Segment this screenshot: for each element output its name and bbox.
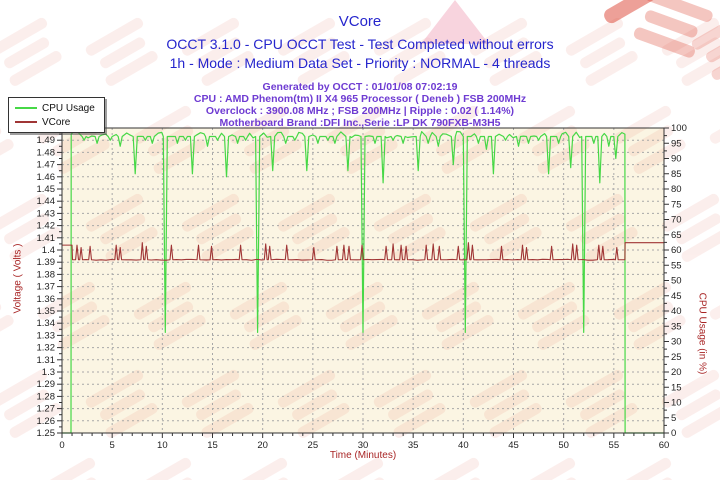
y-left-tick-label: 1.38 [37, 269, 56, 280]
y-right-tick-label: 95 [671, 138, 682, 149]
plot-background [62, 128, 664, 433]
y-left-tick-label: 1.42 [37, 221, 56, 232]
y-right-tick-label: 35 [671, 321, 682, 332]
legend-label-cpu-usage: CPU Usage [42, 102, 95, 114]
cpu-usage-line-swatch [15, 107, 37, 109]
y-left-tick-label: 1.37 [37, 282, 56, 293]
y-right-tick-label: 75 [671, 199, 682, 210]
y-right-tick-label: 45 [671, 291, 682, 302]
y-right-tick-label: 25 [671, 352, 682, 363]
y-right-tick-label: 90 [671, 154, 682, 165]
info-overclock: Overclock : 3900.08 MHz ; FSB 200MHz | R… [205, 105, 515, 117]
y-left-tick-label: 1.33 [37, 330, 56, 341]
y-left-tick-label: 1.44 [37, 196, 56, 207]
chart-subtitle2: 1h - Mode : Medium Data Set - Priority :… [169, 55, 551, 71]
y-right-tick-label: 40 [671, 306, 682, 317]
vcore-line-swatch [15, 121, 37, 123]
y-right-tick-label: 30 [671, 337, 682, 348]
legend-label-vcore: VCore [42, 116, 71, 128]
y-left-tick-label: 1.36 [37, 294, 56, 305]
y-left-tick-label: 1.49 [37, 135, 56, 146]
y-left-tick-label: 1.26 [37, 416, 56, 427]
y-right-tick-label: 55 [671, 260, 682, 271]
y-left-tick-label: 1.29 [37, 379, 56, 390]
y-left-tick-label: 1.48 [37, 147, 56, 158]
info-motherboard: Motherboard Brand :DFI Inc.,Serie :LP DK… [219, 117, 501, 129]
y-axis-left-title: Voltage ( Volts ) [12, 243, 24, 314]
y-right-tick-label: 65 [671, 230, 682, 241]
y-left-tick-label: 1.27 [37, 404, 56, 415]
y-right-tick-label: 85 [671, 169, 682, 180]
y-left-tick-label: 1.32 [37, 343, 56, 354]
y-left-tick-label: 1.34 [37, 318, 56, 329]
y-left-tick-label: 1.31 [37, 355, 56, 366]
legend-item-vcore: VCore [15, 115, 95, 129]
y-right-tick-label: 20 [671, 367, 682, 378]
y-left-tick-label: 1.35 [37, 306, 56, 317]
y-right-tick-label: 80 [671, 184, 682, 195]
chart-title: VCore [338, 13, 382, 30]
legend-item-cpu-usage: CPU Usage [15, 101, 95, 115]
y-left-tick-label: 1.39 [37, 257, 56, 268]
info-cpu: CPU : AMD Phenom(tm) II X4 965 Processor… [193, 93, 527, 105]
y-left-tick-label: 1.46 [37, 172, 56, 183]
y-left-tick-label: 1.43 [37, 208, 56, 219]
y-axis-right-title: CPU Usage (in %) [696, 292, 708, 375]
y-right-tick-label: 60 [671, 245, 682, 256]
y-left-tick-label: 1.28 [37, 391, 56, 402]
y-right-tick-label: 0 [671, 428, 676, 439]
chart-subtitle: OCCT 3.1.0 - CPU OCCT Test - Test Comple… [166, 36, 554, 52]
y-right-tick-label: 70 [671, 215, 682, 226]
y-right-tick-label: 5 [671, 413, 676, 424]
y-left-tick-label: 1.25 [37, 428, 56, 439]
legend-box: CPU Usage VCore [8, 97, 105, 133]
info-generated: Generated by OCCT : 01/01/08 07:02:19 [262, 81, 458, 93]
y-left-tick-label: 1.4 [42, 245, 55, 256]
y-right-tick-label: 15 [671, 382, 682, 393]
x-axis-title: Time (Minutes) [329, 450, 397, 461]
y-right-tick-label: 10 [671, 398, 682, 409]
y-left-tick-label: 1.3 [42, 367, 55, 378]
y-left-tick-label: 1.47 [37, 160, 56, 171]
y-left-tick-label: 1.41 [37, 233, 56, 244]
y-right-tick-label: 50 [671, 276, 682, 287]
y-left-tick-label: 1.45 [37, 184, 56, 195]
